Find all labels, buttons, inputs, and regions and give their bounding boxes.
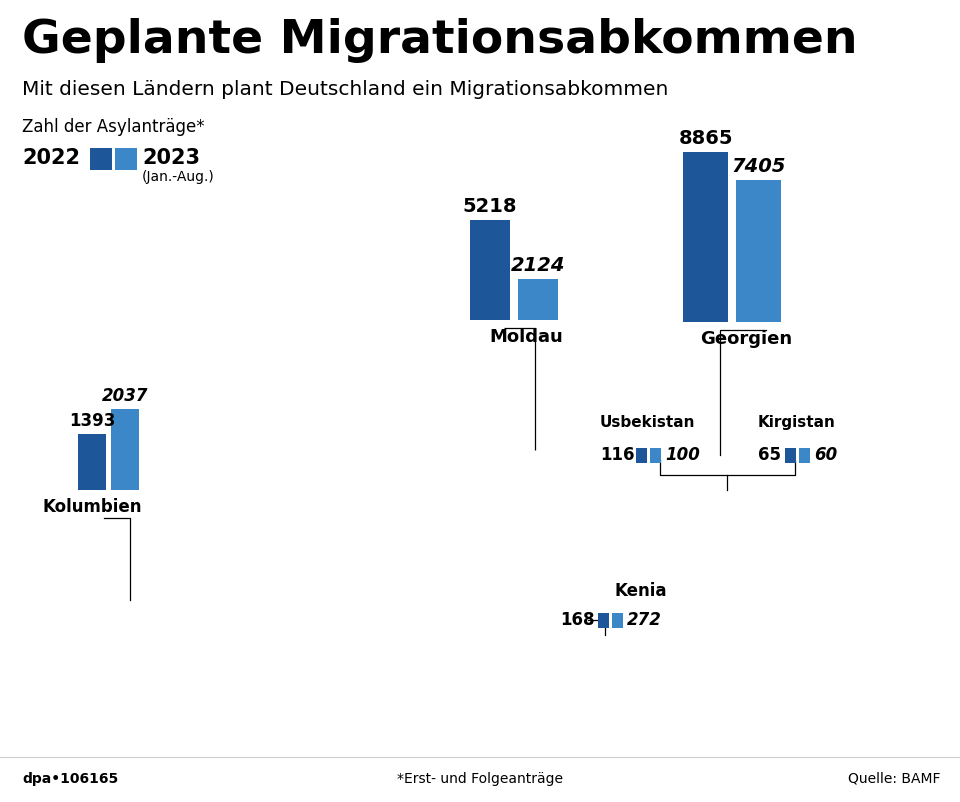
Text: 2022: 2022 [22,148,80,168]
Text: 2124: 2124 [511,256,565,275]
Bar [0,0,960,175]
Bar [799,448,810,463]
Text: 5218: 5218 [463,196,517,216]
Text: Mit diesen Ländern plant Deutschland ein Migrationsabkommen: Mit diesen Ländern plant Deutschland ein… [22,80,668,99]
Bar [598,613,609,627]
Text: 2037: 2037 [102,387,148,404]
Bar [470,220,510,320]
Text: Kenia: Kenia [614,582,666,600]
Text: 7405: 7405 [732,157,785,176]
Text: Zahl der Asylanträge*: Zahl der Asylanträge* [22,118,204,136]
Bar [78,434,106,490]
Text: 1393: 1393 [69,412,115,431]
Bar [0,757,960,802]
Bar [612,613,623,627]
Text: 65: 65 [758,446,781,464]
Text: 100: 100 [665,446,700,464]
Text: 60: 60 [814,446,837,464]
Text: 168: 168 [560,611,594,629]
Text: Moldau: Moldau [489,328,563,346]
Bar [636,448,647,463]
Text: Georgien: Georgien [701,330,793,348]
Text: Usbekistan: Usbekistan [600,415,695,430]
Text: Quelle: BAMF: Quelle: BAMF [848,772,940,786]
Text: 8865: 8865 [679,129,732,148]
Bar [785,448,796,463]
Text: Geplante Migrationsabkommen: Geplante Migrationsabkommen [22,18,857,63]
Text: 272: 272 [627,611,661,629]
Bar [90,148,112,170]
Bar [518,279,558,320]
Bar [111,408,139,490]
Bar [736,180,781,322]
Bar [115,148,137,170]
Text: *Erst- und Folgeanträge: *Erst- und Folgeanträge [397,772,563,786]
Text: dpa•106165: dpa•106165 [22,772,118,786]
Text: 116: 116 [600,446,635,464]
Text: (Jan.-Aug.): (Jan.-Aug.) [142,170,215,184]
Text: 2023: 2023 [142,148,200,168]
Bar [650,448,661,463]
Text: Kolumbien: Kolumbien [42,498,142,516]
Text: Kirgistan: Kirgistan [758,415,836,430]
Bar [683,152,728,322]
